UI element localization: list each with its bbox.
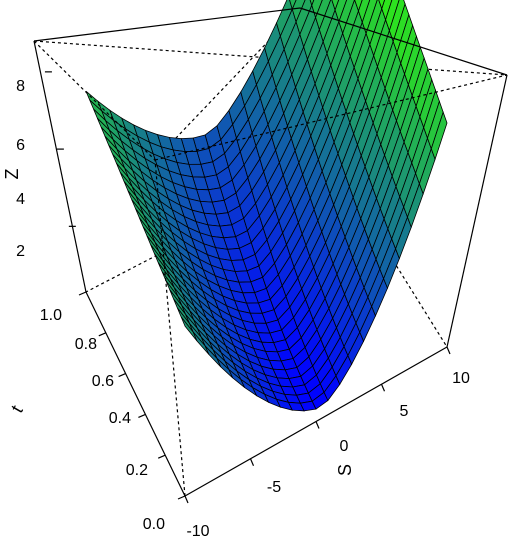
surface-facet — [334, 0, 348, 23]
s-tick-label: 0 — [340, 438, 349, 455]
box-edge — [33, 40, 87, 293]
t-tick-label: 0.4 — [109, 410, 131, 427]
surface-facet — [430, 110, 448, 161]
s-axis-label: S — [335, 464, 355, 476]
t-tick — [177, 495, 186, 500]
z-tick-label: 4 — [16, 191, 25, 208]
s-tick-label: 10 — [452, 370, 470, 387]
z-axis-label: Z — [2, 169, 22, 180]
box-edge-hidden — [33, 40, 508, 76]
surface-facet — [331, 0, 340, 12]
t-tick-label: 0.2 — [126, 462, 148, 479]
s-axis: S -10 -5 0 5 10 — [186, 370, 470, 540]
s-tick-label: 5 — [400, 403, 409, 420]
s-tick — [184, 495, 189, 504]
t-tick — [138, 413, 146, 418]
surface-mesh — [85, 0, 448, 412]
s-tick-label: -10 — [186, 523, 209, 540]
box-edge-hidden — [33, 40, 156, 161]
box-edge — [33, 7, 301, 42]
surface-facet — [354, 0, 363, 13]
box-edge-hidden — [154, 74, 508, 161]
box-edge — [85, 291, 186, 497]
box-edge-hidden — [154, 159, 186, 497]
surface-facet — [289, 0, 297, 11]
s-tick — [249, 458, 255, 466]
t-tick-label: 0.6 — [92, 373, 114, 390]
s-tick-label: -5 — [267, 479, 281, 496]
z-tick-label: 2 — [16, 243, 25, 260]
s-tick — [315, 421, 320, 429]
s-tick — [380, 384, 386, 392]
t-tick — [78, 291, 87, 296]
s-tick — [446, 346, 451, 355]
surface-facet — [381, 0, 393, 21]
surface-facet — [180, 316, 198, 342]
t-tick-label: 0.8 — [75, 336, 97, 353]
surface-facet — [378, 0, 386, 11]
z-axis: Z 2 4 6 8 — [2, 78, 25, 260]
box-edge — [299, 7, 508, 76]
t-axis: t 0.0 0.2 0.4 0.6 0.8 1.0 — [7, 307, 165, 533]
t-tick — [157, 454, 166, 459]
t-tick-label: 0.0 — [143, 516, 165, 533]
box-edge — [446, 74, 508, 348]
t-axis-label: t — [7, 402, 27, 416]
bounding-box-front-edges — [33, 7, 508, 497]
t-tick — [98, 332, 107, 337]
t-tick-label: 1.0 — [40, 307, 62, 324]
t-tick — [118, 373, 126, 378]
z-tick-label: 6 — [16, 137, 25, 154]
surface-facet — [358, 0, 371, 24]
z-tick-label: 8 — [16, 78, 25, 95]
